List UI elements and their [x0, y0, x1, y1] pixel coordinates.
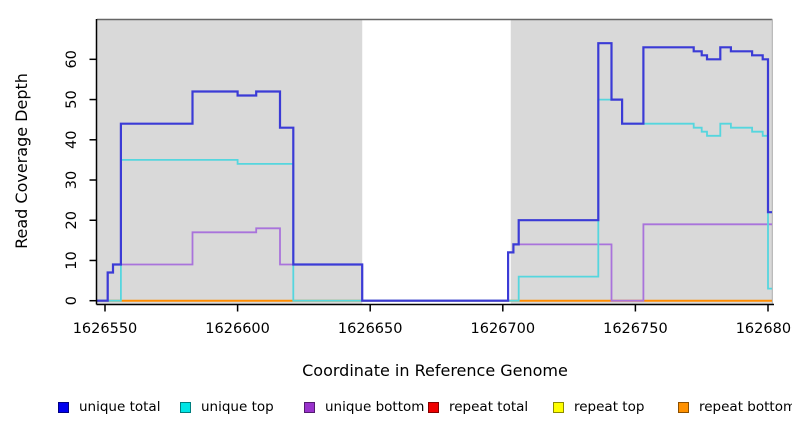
series-lines [97, 42, 772, 302]
legend-label: unique bottom [325, 399, 425, 415]
plot-box [97, 18, 773, 304]
y-tick-label: 50 [64, 90, 80, 108]
legend-swatch-icon [304, 401, 315, 413]
legend-label: unique top [201, 399, 274, 415]
y-tick-label: 0 [64, 296, 80, 305]
x-tick-label: 1626550 [73, 321, 138, 337]
legend-item-repeat-total: repeat total [428, 396, 528, 418]
y-tick-label: 10 [64, 251, 80, 269]
legend: unique total unique top unique bottom repea… [0, 396, 792, 422]
x-tick-label: 1626750 [603, 321, 668, 337]
legend-item-repeat-top: repeat top [553, 396, 644, 418]
shaded-regions [97, 19, 772, 304]
legend-swatch-icon [180, 401, 191, 413]
coverage-region-band [97, 19, 363, 304]
legend-label: repeat total [449, 399, 529, 415]
y-tick-label: 30 [64, 171, 80, 189]
x-tick-label: 1626650 [338, 321, 403, 337]
y-tick-label: 40 [64, 131, 80, 149]
legend-swatch-icon [553, 401, 564, 413]
legend-label: repeat top [574, 399, 645, 415]
legend-label: unique total [79, 399, 161, 415]
x-axis-title: Coordinate in Reference Genome [302, 361, 568, 380]
y-tick-label: 60 [64, 50, 80, 68]
legend-item-unique-top: unique top [180, 396, 274, 418]
y-axis-title: Read Coverage Depth [12, 73, 31, 249]
legend-item-unique-bottom: unique bottom [304, 396, 424, 418]
legend-item-unique-total: unique total [58, 396, 160, 418]
legend-swatch-icon [58, 401, 69, 413]
y-tick-label: 20 [64, 211, 80, 229]
coverage-region-band [510, 19, 772, 304]
legend-item-repeat-bottom: repeat bottom [678, 396, 792, 418]
legend-label: repeat bottom [699, 399, 792, 415]
x-tick-label: 1626600 [205, 321, 270, 337]
legend-swatch-icon [678, 401, 689, 413]
x-tick-label: 1626700 [471, 321, 536, 337]
legend-swatch-icon [428, 401, 439, 413]
coverage-chart: 1626550 1626600 1626650 1626700 1626750 16268… [12, 18, 792, 380]
unique-total-line [97, 42, 772, 302]
unique-top-line [97, 98, 772, 302]
axes: 1626550 1626600 1626650 1626700 1626750 16268… [64, 19, 792, 337]
